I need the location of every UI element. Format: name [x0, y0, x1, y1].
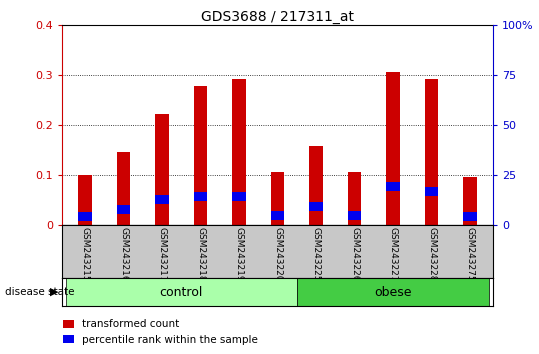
Bar [425, 79, 438, 225]
Text: GSM243219: GSM243219 [234, 227, 244, 282]
Text: control: control [160, 286, 203, 298]
Bar [425, 187, 438, 196]
Bar [464, 212, 477, 221]
Bar [78, 175, 92, 225]
Text: disease state: disease state [5, 287, 75, 297]
Text: GSM243228: GSM243228 [427, 227, 436, 282]
Bar [194, 192, 208, 201]
Text: GSM243215: GSM243215 [81, 227, 89, 282]
Title: GDS3688 / 217311_at: GDS3688 / 217311_at [201, 10, 354, 24]
Text: GSM243218: GSM243218 [196, 227, 205, 282]
Bar [117, 152, 130, 225]
Bar [155, 195, 169, 204]
Bar [232, 79, 246, 225]
Text: GSM243227: GSM243227 [389, 227, 398, 282]
Bar [117, 205, 130, 214]
Bar [297, 278, 489, 306]
Bar [348, 172, 361, 225]
Text: GSM243225: GSM243225 [312, 227, 321, 282]
Bar [78, 212, 92, 221]
Text: GSM243275: GSM243275 [466, 227, 474, 282]
Text: GSM243220: GSM243220 [273, 227, 282, 282]
Bar [194, 86, 208, 225]
Bar [386, 182, 400, 191]
Text: GSM243216: GSM243216 [119, 227, 128, 282]
Bar [155, 114, 169, 225]
Bar [66, 278, 297, 306]
Bar [464, 177, 477, 225]
Bar [309, 202, 323, 211]
Bar [271, 172, 285, 225]
Legend: transformed count, percentile rank within the sample: transformed count, percentile rank withi… [59, 315, 262, 349]
Text: GSM243217: GSM243217 [157, 227, 167, 282]
Bar [232, 192, 246, 201]
Bar [348, 211, 361, 220]
Text: GSM243226: GSM243226 [350, 227, 359, 282]
Bar [271, 211, 285, 220]
Bar [386, 72, 400, 225]
Text: obese: obese [374, 286, 412, 298]
Bar [309, 146, 323, 225]
Text: ▶: ▶ [50, 287, 59, 297]
